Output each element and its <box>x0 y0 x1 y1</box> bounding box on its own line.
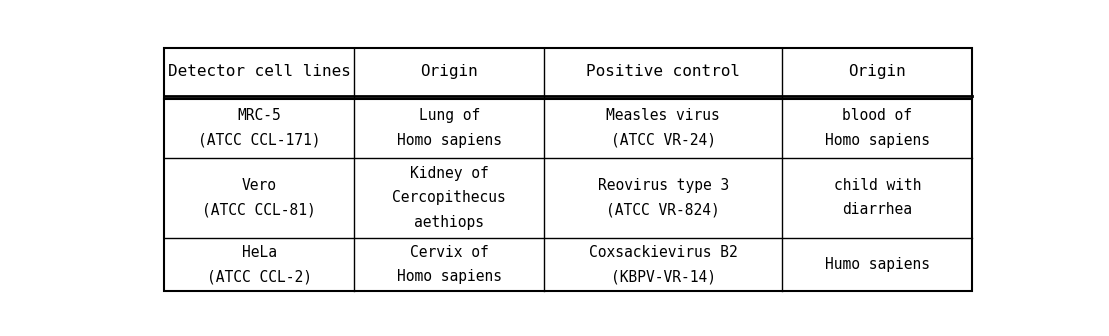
Text: Kidney of
Cercopithecus
aethiops: Kidney of Cercopithecus aethiops <box>393 166 506 230</box>
Text: child with
diarrhea: child with diarrhea <box>834 178 922 217</box>
Text: Humo sapiens: Humo sapiens <box>825 257 929 272</box>
Text: Origin: Origin <box>848 64 906 79</box>
Text: HeLa
(ATCC CCL-2): HeLa (ATCC CCL-2) <box>207 245 312 284</box>
Text: Detector cell lines: Detector cell lines <box>167 64 350 79</box>
Text: blood of
Homo sapiens: blood of Homo sapiens <box>825 108 929 148</box>
Text: Vero
(ATCC CCL-81): Vero (ATCC CCL-81) <box>203 178 316 217</box>
Text: MRC-5
(ATCC CCL-171): MRC-5 (ATCC CCL-171) <box>199 108 321 148</box>
Text: Reovirus type 3
(ATCC VR-824): Reovirus type 3 (ATCC VR-824) <box>598 178 729 217</box>
Text: Origin: Origin <box>420 64 478 79</box>
Text: Cervix of
Homo sapiens: Cervix of Homo sapiens <box>397 245 501 284</box>
Text: Positive control: Positive control <box>587 64 741 79</box>
Text: Lung of
Homo sapiens: Lung of Homo sapiens <box>397 108 501 148</box>
Text: Coxsackievirus B2
(KBPV-VR-14): Coxsackievirus B2 (KBPV-VR-14) <box>589 245 737 284</box>
Text: Measles virus
(ATCC VR-24): Measles virus (ATCC VR-24) <box>607 108 720 148</box>
